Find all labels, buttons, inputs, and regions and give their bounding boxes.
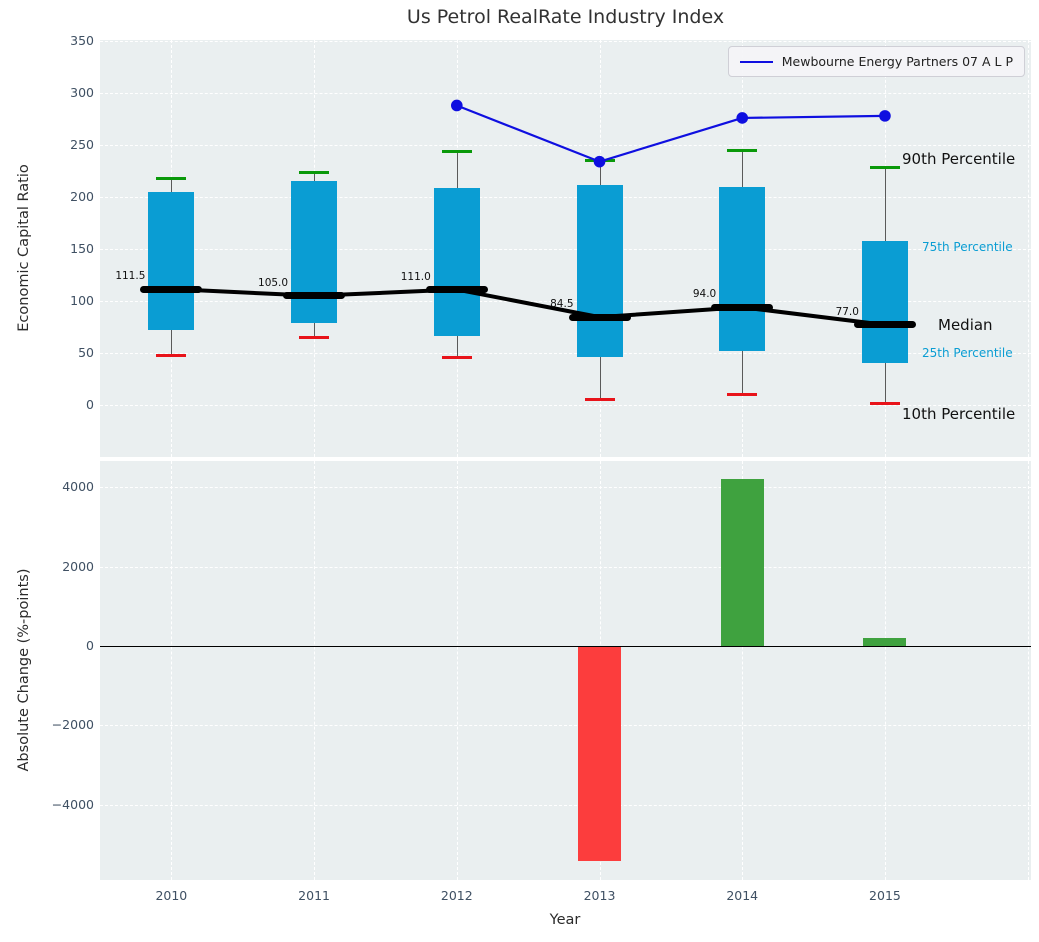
line-overlay — [169, 99, 891, 327]
x-tick-label: 2012 — [440, 888, 473, 903]
gridline-horizontal — [100, 249, 1031, 250]
cap-10th-2014 — [727, 393, 758, 397]
gridline-horizontal — [100, 804, 1031, 806]
gridline-horizontal — [100, 197, 1031, 198]
gridline-vertical — [884, 461, 886, 880]
annotation-median: Median — [938, 316, 993, 334]
change-bar-2015 — [863, 638, 907, 646]
cap-10th-2010 — [156, 353, 187, 357]
cap-90th-2015 — [869, 166, 900, 170]
iqr-box-2013 — [576, 184, 623, 358]
y-tick-label: 350 — [70, 33, 94, 48]
legend-label: Mewbourne Energy Partners 07 A L P — [781, 54, 1013, 69]
annotation-25th-percentile: 25th Percentile — [922, 346, 1013, 360]
annotation-90th-percentile: 90th Percentile — [902, 150, 1016, 168]
zero-line — [100, 646, 1031, 647]
y-tick-label: 4000 — [62, 479, 94, 495]
y-tick-label: 250 — [70, 137, 94, 152]
y-tick-label: −4000 — [51, 796, 94, 812]
x-tick-label: 2015 — [869, 888, 901, 903]
top-plot-area: 111.5 105.0 111.0 84.5 94.0 77.0 90th Percenti… — [100, 40, 1031, 457]
cap-90th-2010 — [156, 176, 187, 180]
annotation-10th-percentile: 10th Percentile — [902, 405, 1016, 423]
annotation-75th-percentile: 75th Percentile — [922, 240, 1013, 254]
x-tick-label: 2010 — [155, 888, 188, 903]
gridline-horizontal — [100, 93, 1031, 94]
gridline-vertical — [1027, 40, 1029, 457]
median-bar-2010 — [140, 285, 203, 293]
bottom-plot-area — [100, 461, 1031, 880]
y-tick-label: 0 — [86, 397, 94, 412]
y-tick-label: 300 — [70, 85, 94, 100]
gridline-vertical — [1027, 461, 1029, 880]
y-tick-label: 2000 — [62, 558, 94, 574]
cap-10th-2015 — [869, 402, 900, 406]
y-tick-label: 0 — [86, 638, 94, 653]
gridline-horizontal — [100, 487, 1031, 489]
company-line-marker — [451, 99, 463, 112]
x-tick-label: 2011 — [298, 888, 330, 903]
company-line-marker — [879, 110, 891, 122]
iqr-box-2012 — [433, 187, 480, 337]
company-line — [455, 104, 887, 163]
median-value-label-2015: 77.0 — [835, 305, 859, 318]
iqr-box-2010 — [148, 191, 195, 331]
y-tick-label: 150 — [70, 241, 94, 256]
iqr-box-2015 — [861, 240, 908, 364]
gridline-horizontal — [100, 725, 1031, 727]
gridline-vertical — [742, 461, 744, 880]
gridline-horizontal — [100, 353, 1031, 354]
iqr-box-2011 — [291, 181, 338, 323]
median-bar-2012 — [425, 286, 488, 294]
chart-title: Us Petrol RealRate Industry Index — [406, 6, 725, 28]
gridline-horizontal — [100, 41, 1031, 42]
median-bar-2011 — [283, 292, 346, 300]
cap-10th-2011 — [299, 335, 330, 339]
company-line-marker — [593, 155, 606, 168]
gridline-vertical — [456, 461, 458, 880]
median-value-label-2011: 105.0 — [258, 276, 289, 289]
bottom-y-axis-label: Absolute Change (%-points) — [16, 568, 32, 772]
x-axis-label: Year — [549, 912, 581, 928]
gridline-horizontal — [100, 405, 1031, 406]
gridline-vertical — [314, 461, 316, 880]
gridline-horizontal — [100, 145, 1031, 146]
gridline-horizontal — [100, 566, 1031, 568]
median-value-label-2014: 94.0 — [692, 288, 717, 301]
cap-90th-2011 — [299, 170, 330, 174]
median-value-label-2012: 111.0 — [400, 270, 431, 283]
median-bar-2015 — [853, 321, 916, 329]
cap-90th-2014 — [727, 148, 758, 152]
y-tick-label: 50 — [78, 345, 94, 360]
gridline-vertical — [171, 461, 173, 880]
cap-10th-2012 — [441, 355, 472, 359]
y-tick-label: 100 — [70, 293, 94, 308]
legend: Mewbourne Energy Partners 07 A L P — [727, 46, 1025, 77]
company-line-marker — [736, 112, 749, 124]
cap-10th-2013 — [584, 398, 615, 402]
change-bar-2014 — [720, 479, 764, 646]
cap-90th-2012 — [441, 149, 472, 153]
y-tick-label: 200 — [70, 189, 94, 204]
change-bar-2013 — [578, 646, 622, 861]
y-tick-label: −2000 — [51, 717, 94, 733]
gridline-horizontal — [100, 301, 1031, 302]
iqr-box-2014 — [719, 186, 766, 351]
median-bar-2014 — [711, 303, 774, 311]
x-tick-label: 2014 — [726, 888, 759, 903]
median-value-label-2013: 84.5 — [550, 298, 574, 311]
median-value-label-2010: 111.5 — [115, 270, 146, 283]
legend-line-swatch — [739, 60, 773, 63]
median-bar-2013 — [568, 313, 631, 321]
x-tick-label: 2013 — [583, 888, 616, 903]
